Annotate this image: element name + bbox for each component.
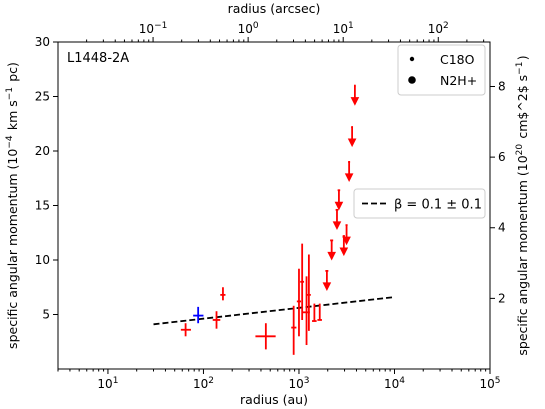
plot-frame <box>57 41 491 370</box>
x-tick-label: 105 <box>479 376 500 391</box>
y-tick-label: 15 <box>35 199 50 213</box>
upper-limit-arrow-head <box>350 97 360 106</box>
right-y-tick-label: 6 <box>498 150 506 164</box>
data-point <box>193 306 204 324</box>
top-x-tick-label: 101 <box>333 21 354 36</box>
x-axis-label: radius (au) <box>240 392 308 407</box>
upper-limit-point <box>327 239 336 261</box>
tick-layer: 101 102 103 104 105 10−1 100 101 102 5 10 15 20 25 30 2… <box>35 21 506 391</box>
right-y-tick-label: 2 <box>498 291 506 305</box>
x-tick-label: 103 <box>288 376 309 391</box>
top-x-tick-label: 102 <box>428 21 449 36</box>
legend-label: C18O <box>440 52 475 67</box>
data-point <box>300 243 305 320</box>
legend-box <box>397 44 486 96</box>
legend-label: N2H+ <box>440 73 477 88</box>
legend-fit-box <box>353 188 486 219</box>
right-y-axis-label: specific angular momentum (1020 cm$^2$ s… <box>515 55 530 355</box>
upper-limit-point <box>344 160 354 183</box>
upper-limit-arrow-head <box>339 247 349 257</box>
upper-limit-point <box>342 224 351 246</box>
y-tick-label: 5 <box>42 308 50 322</box>
upper-limit-point <box>350 84 360 106</box>
upper-limit-point <box>334 189 344 211</box>
y-tick-label: 30 <box>35 35 50 49</box>
y-tick-label: 10 <box>35 253 50 267</box>
legend-marker <box>409 56 415 62</box>
x-tick-label: 104 <box>384 376 405 391</box>
fit-line <box>153 296 395 326</box>
data-point <box>180 323 191 337</box>
y-tick-label: 20 <box>35 144 50 158</box>
data-point <box>296 268 301 337</box>
data-point <box>220 287 226 301</box>
legend-fit-label: β = 0.1 ± 0.1 <box>394 198 482 213</box>
right-y-tick-label: 8 <box>498 79 506 93</box>
upper-limit-arrow-head <box>322 282 332 292</box>
data-point <box>312 303 317 322</box>
top-x-axis-label: radius (arcsec) <box>228 1 321 16</box>
upper-limit-point <box>332 208 342 230</box>
upper-limit-arrow-head <box>334 201 344 211</box>
data-point <box>306 254 311 331</box>
upper-limit-arrow-head <box>327 251 336 261</box>
y-tick-label: 25 <box>35 90 50 104</box>
upper-limit-arrow-head <box>342 236 351 246</box>
top-x-tick-label: 10−1 <box>139 21 168 36</box>
right-y-tick-label: 4 <box>498 221 506 235</box>
upper-limit-arrow-head <box>347 138 357 148</box>
data-point <box>317 303 322 321</box>
x-tick-label: 102 <box>193 376 214 391</box>
x-tick-label: 101 <box>97 376 118 391</box>
upper-limit-arrow-head <box>332 221 342 230</box>
chart-annotation: L1448-2A <box>67 51 129 66</box>
upper-limit-point <box>322 269 332 292</box>
y-axis-label: specific angular momentum (10−4 km s−1 p… <box>5 62 20 349</box>
data-point <box>212 311 221 329</box>
data-point <box>291 305 297 355</box>
legend-marker <box>408 76 416 84</box>
marks-layer <box>153 84 395 355</box>
upper-limit-point <box>347 126 357 148</box>
legend-fit: β = 0.1 ± 0.1 <box>353 188 486 219</box>
top-x-tick-label: 100 <box>238 21 259 36</box>
legend-markers: C18O N2H+ <box>397 44 486 96</box>
data-point <box>255 323 276 350</box>
upper-limit-arrow-head <box>344 173 354 183</box>
